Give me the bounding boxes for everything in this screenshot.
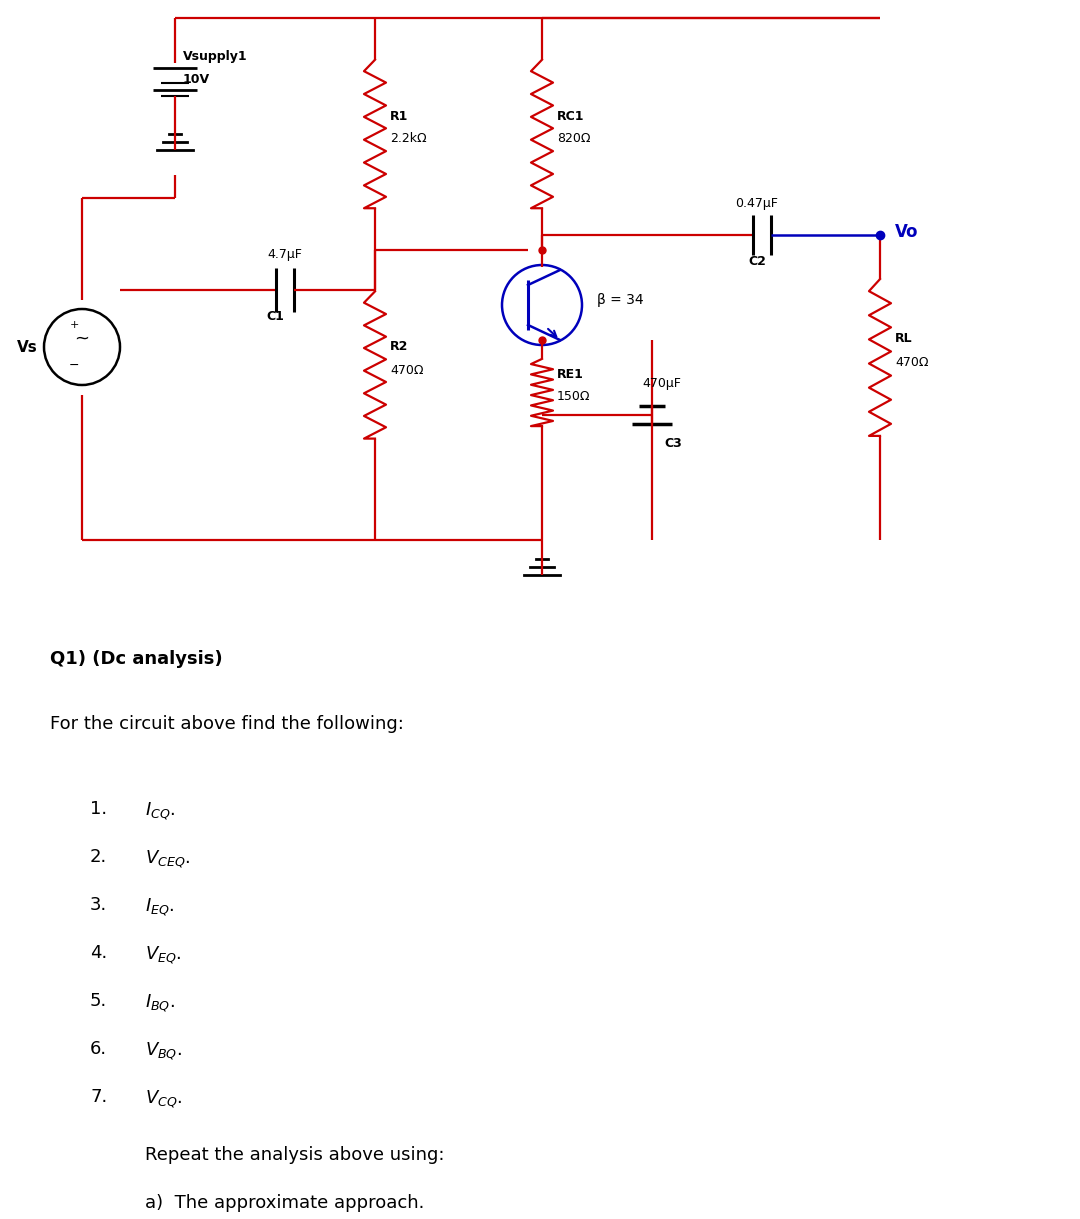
Text: R2: R2 bbox=[390, 340, 408, 354]
Text: For the circuit above find the following:: For the circuit above find the following… bbox=[50, 716, 404, 733]
Text: $I_{CQ}$.: $I_{CQ}$. bbox=[145, 800, 175, 822]
Text: 150Ω: 150Ω bbox=[557, 390, 591, 403]
Text: 10V: 10V bbox=[183, 73, 211, 87]
Text: C3: C3 bbox=[664, 436, 681, 450]
Text: 6.: 6. bbox=[90, 1040, 107, 1058]
Text: 4.: 4. bbox=[90, 944, 107, 962]
Text: 1.: 1. bbox=[90, 800, 107, 818]
Text: 0.47μF: 0.47μF bbox=[735, 197, 779, 210]
Text: RE1: RE1 bbox=[557, 367, 584, 380]
Text: +: + bbox=[69, 321, 79, 330]
Text: 820Ω: 820Ω bbox=[557, 133, 591, 145]
Text: 470Ω: 470Ω bbox=[895, 356, 929, 368]
Text: $V_{CQ}$.: $V_{CQ}$. bbox=[145, 1089, 183, 1109]
Text: 3.: 3. bbox=[90, 896, 107, 914]
Text: C1: C1 bbox=[266, 310, 284, 323]
Text: Repeat the analysis above using:: Repeat the analysis above using: bbox=[145, 1146, 445, 1164]
Text: 2.: 2. bbox=[90, 848, 107, 865]
Text: −: − bbox=[69, 358, 79, 372]
Text: $V_{EQ}$.: $V_{EQ}$. bbox=[145, 944, 181, 965]
Text: 470Ω: 470Ω bbox=[390, 363, 423, 377]
Text: ~: ~ bbox=[75, 330, 90, 347]
Text: Vs: Vs bbox=[16, 340, 38, 355]
Text: Q1) (Dc analysis): Q1) (Dc analysis) bbox=[50, 650, 222, 668]
Text: Vo: Vo bbox=[895, 223, 918, 241]
Text: RC1: RC1 bbox=[557, 110, 584, 122]
Text: β = 34: β = 34 bbox=[597, 293, 644, 307]
Text: 470μF: 470μF bbox=[642, 377, 680, 390]
Text: Vsupply1: Vsupply1 bbox=[183, 50, 247, 63]
Text: C2: C2 bbox=[748, 255, 766, 268]
Text: a)  The approximate approach.: a) The approximate approach. bbox=[145, 1193, 424, 1212]
Text: 2.2kΩ: 2.2kΩ bbox=[390, 133, 427, 145]
Text: 7.: 7. bbox=[90, 1089, 107, 1106]
Text: $V_{CEQ}$.: $V_{CEQ}$. bbox=[145, 848, 190, 869]
Text: 4.7μF: 4.7μF bbox=[268, 247, 302, 261]
Text: RL: RL bbox=[895, 333, 913, 345]
Text: $I_{EQ}$.: $I_{EQ}$. bbox=[145, 896, 175, 918]
Text: $V_{BQ}$.: $V_{BQ}$. bbox=[145, 1040, 183, 1062]
Text: R1: R1 bbox=[390, 110, 408, 122]
Text: $I_{BQ}$.: $I_{BQ}$. bbox=[145, 992, 175, 1014]
Text: 5.: 5. bbox=[90, 992, 107, 1011]
